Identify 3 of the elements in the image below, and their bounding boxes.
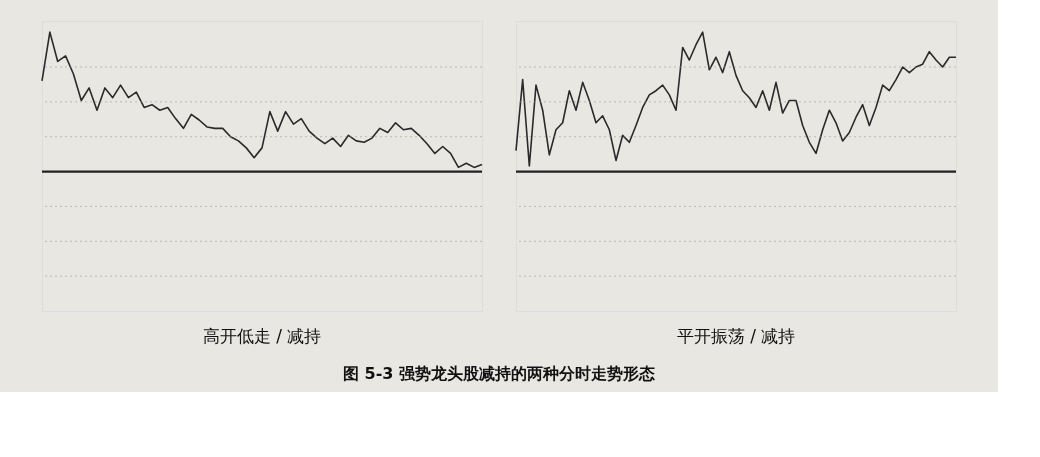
text: 平开振荡 / 减持: [676, 326, 796, 346]
text: 高开低走 / 减持: [202, 326, 322, 346]
caption: 图 5-3 强势龙头股减持的两种分时走势形态: [342, 363, 656, 383]
